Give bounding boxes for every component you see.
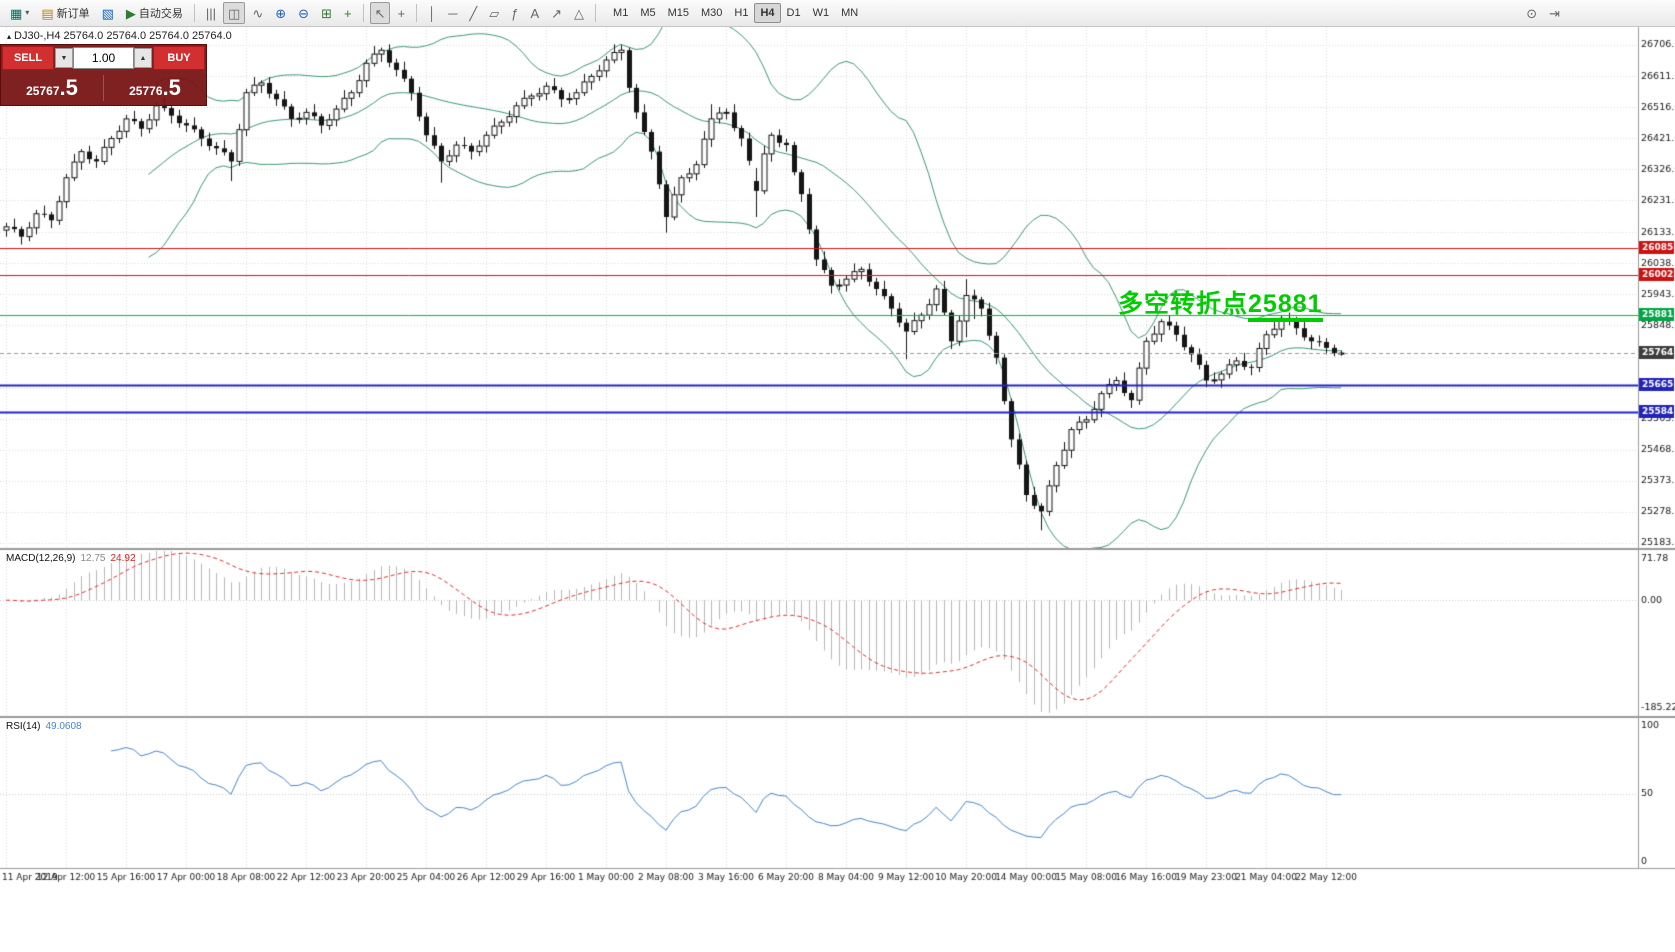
one-click-trading-panel: SELL ▼ ▲ BUY 25767.5 25776.5 xyxy=(0,44,207,106)
shapes-tool-button[interactable]: △ xyxy=(569,2,589,24)
search-icon: ⊙ xyxy=(1526,5,1538,21)
trendline-button[interactable]: ╱ xyxy=(464,2,482,24)
horizontal-line-button[interactable]: ─ xyxy=(443,2,462,24)
trendline-icon: ╱ xyxy=(469,5,478,21)
zoom-out-button[interactable]: ⊖ xyxy=(293,2,314,24)
buy-price[interactable]: 25776.5 xyxy=(104,75,206,101)
arrows-tool-button[interactable]: ↗ xyxy=(546,2,567,24)
chart-shift-button[interactable]: ⇥ xyxy=(1544,2,1565,24)
channel-icon: ▱ xyxy=(489,5,500,21)
cursor-button[interactable]: ↖ xyxy=(369,2,391,24)
symbol-ohlc-text: DJ30-,H4 25764.0 25764.0 25764.0 25764.0 xyxy=(14,30,232,42)
toolbar: ▦ ▾ ▤ 新订单 ▧ ▶ 自动交易 ||| ◫ ∿ ⊕ ⊖ ⊞ + ↖ + │ xyxy=(0,0,1675,27)
new-chart-icon: ▦ xyxy=(10,5,23,21)
text-tool-button[interactable]: A xyxy=(525,2,544,24)
timeframe-d1[interactable]: D1 xyxy=(781,3,807,23)
toolbar-separator xyxy=(362,4,364,22)
text-tool-icon: A xyxy=(530,5,540,21)
timeframe-h4[interactable]: H4 xyxy=(754,3,781,23)
sell-price-pips: .5 xyxy=(59,75,78,100)
new-chart-button[interactable]: ▦ ▾ xyxy=(5,2,34,24)
timeframe-mn[interactable]: MN xyxy=(835,3,864,23)
macd-indicator-label: MACD(12,26,9) 12.75 24.92 xyxy=(6,553,136,564)
timeframe-m1[interactable]: M1 xyxy=(607,3,634,23)
horizontal-line-icon: ─ xyxy=(448,5,458,21)
search-button[interactable]: ⊙ xyxy=(1521,2,1542,24)
bar-chart-icon: ||| xyxy=(205,5,217,21)
fibonacci-icon: ƒ xyxy=(511,5,519,21)
timeframe-m30[interactable]: M30 xyxy=(695,3,728,23)
volume-increase-button[interactable]: ▲ xyxy=(134,48,152,68)
profiles-icon: ▧ xyxy=(101,5,114,21)
toolbar-separator xyxy=(193,4,195,22)
vertical-line-button[interactable]: │ xyxy=(423,2,441,24)
indicators-button[interactable]: + xyxy=(339,2,357,24)
candlestick-chart-icon: ◫ xyxy=(228,5,241,21)
arrows-tool-icon: ↗ xyxy=(551,5,563,21)
volume-decrease-button[interactable]: ▼ xyxy=(55,48,73,68)
sell-price-main: 25767 xyxy=(26,84,60,98)
zoom-out-icon: ⊖ xyxy=(298,5,310,21)
new-order-label: 新订单 xyxy=(56,8,90,20)
bar-chart-button[interactable]: ||| xyxy=(201,2,221,24)
timeframe-m15[interactable]: M15 xyxy=(662,3,695,23)
annotation-text-prefix: 多空转折点 xyxy=(1118,290,1249,318)
macd-label-text: MACD(12,26,9) xyxy=(6,553,76,564)
macd-value: 12.75 xyxy=(80,553,106,564)
buy-button[interactable]: BUY xyxy=(153,46,205,70)
main-chart-area[interactable] xyxy=(0,27,1638,548)
fibonacci-button[interactable]: ƒ xyxy=(506,2,523,24)
timeframe-h1[interactable]: H1 xyxy=(728,3,754,23)
toolbar-separator xyxy=(416,4,418,22)
new-order-icon: ▤ xyxy=(41,5,54,21)
macd-panel-area[interactable] xyxy=(0,551,1638,716)
symbol-readout: ▴ DJ30-,H4 25764.0 25764.0 25764.0 25764.… xyxy=(7,30,232,42)
crosshair-button[interactable]: + xyxy=(392,2,410,24)
crosshair-icon: + xyxy=(397,5,406,21)
auto-trading-label: 自动交易 xyxy=(138,8,183,20)
timeframe-group: M1 M5 M15 M30 H1 H4 D1 W1 MN xyxy=(607,3,864,23)
profiles-button[interactable]: ▧ xyxy=(97,2,119,24)
rsi-panel-area[interactable] xyxy=(0,719,1638,868)
line-chart-icon: ∿ xyxy=(252,5,264,21)
zoom-in-icon: ⊕ xyxy=(275,5,287,21)
channel-button[interactable]: ▱ xyxy=(484,2,504,24)
macd-signal-value: 24.92 xyxy=(110,553,136,564)
chevron-down-icon: ▾ xyxy=(25,8,30,17)
buy-price-main: 25776 xyxy=(129,84,163,98)
volume-input[interactable] xyxy=(73,47,134,69)
new-order-button[interactable]: ▤ 新订单 xyxy=(36,2,94,24)
order-panel-divider xyxy=(103,75,104,101)
sell-button[interactable]: SELL xyxy=(2,46,54,70)
shapes-tool-icon: △ xyxy=(574,5,585,21)
timeframe-w1[interactable]: W1 xyxy=(807,3,836,23)
auto-trading-icon: ▶ xyxy=(125,5,136,21)
price-axis[interactable] xyxy=(1638,27,1675,868)
sell-price[interactable]: 25767.5 xyxy=(1,75,103,101)
annotation-text-underlined: 25881 xyxy=(1248,290,1323,322)
auto-trading-button[interactable]: ▶ 自动交易 xyxy=(121,2,188,24)
tile-windows-icon: ⊞ xyxy=(321,5,332,21)
indicators-icon: + xyxy=(343,5,352,21)
rsi-label-text: RSI(14) xyxy=(6,721,41,732)
buy-price-pips: .5 xyxy=(162,75,181,100)
one-click-panel-toggle-icon[interactable]: ▴ xyxy=(7,32,12,41)
chart-annotation[interactable]: 多空转折点25881 xyxy=(1118,284,1323,322)
cursor-icon: ↖ xyxy=(374,5,386,21)
toolbar-separator xyxy=(595,4,597,22)
tile-windows-button[interactable]: ⊞ xyxy=(316,2,337,24)
rsi-value: 49.0608 xyxy=(45,721,82,732)
toolbar-right-group: ⊙ ⇥ xyxy=(1520,2,1566,24)
rsi-indicator-label: RSI(14) 49.0608 xyxy=(6,721,82,732)
line-chart-button[interactable]: ∿ xyxy=(247,2,268,24)
zoom-in-button[interactable]: ⊕ xyxy=(270,2,291,24)
candlestick-chart-button[interactable]: ◫ xyxy=(223,2,246,24)
chart-shift-icon: ⇥ xyxy=(1549,5,1560,21)
vertical-line-icon: │ xyxy=(428,5,437,21)
timeframe-m5[interactable]: M5 xyxy=(634,3,661,23)
time-axis[interactable] xyxy=(0,868,1638,896)
